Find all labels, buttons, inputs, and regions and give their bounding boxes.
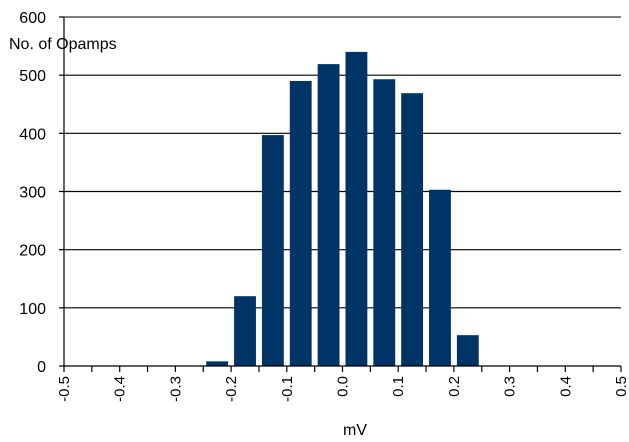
histogram-bar — [234, 296, 256, 366]
x-tick-label: 0.0 — [335, 376, 352, 397]
y-tick-label: 400 — [19, 126, 46, 143]
x-tick-label: 0.4 — [557, 376, 574, 397]
x-tick-label: 0.1 — [390, 376, 407, 397]
histogram-bar — [261, 135, 284, 366]
histogram-bar — [206, 361, 229, 366]
y-tick-label: 500 — [19, 68, 46, 85]
axes — [59, 16, 622, 372]
x-tick-label: -0.2 — [223, 376, 240, 402]
bars — [206, 51, 479, 367]
x-axis-title: mV — [343, 422, 367, 439]
x-tick-label: 0.2 — [446, 376, 463, 397]
histogram-bar — [401, 93, 424, 366]
histogram-bar — [289, 80, 312, 366]
histogram-bar — [429, 189, 451, 366]
y-tick-labels: 0 100 200 300 400 500 600 — [19, 10, 46, 376]
y-tick-label: 200 — [19, 243, 46, 260]
y-tick-label: 300 — [19, 185, 46, 202]
x-tick-label: -0.5 — [56, 376, 73, 402]
y-tick-label: 0 — [37, 359, 46, 376]
x-tick-label: -0.3 — [167, 376, 184, 402]
gridlines — [64, 16, 621, 309]
y-axis-title: No. of Opamps — [9, 36, 117, 53]
x-tick-label: 0.5 — [613, 376, 629, 397]
x-tick-label: -0.1 — [279, 376, 296, 402]
histogram-bar — [456, 335, 479, 366]
x-tick-labels: -0.5 -0.4 -0.3 -0.2 -0.1 0.0 0.1 0.2 0.3 0.4 0.5 — [56, 376, 629, 402]
histogram-bar — [317, 64, 340, 367]
histogram-bar — [345, 51, 368, 367]
y-tick-label: 100 — [19, 301, 46, 318]
histogram-bar — [373, 79, 396, 366]
x-tick-label: 0.3 — [502, 376, 519, 397]
y-tick-label: 600 — [19, 10, 46, 27]
x-tick-label: -0.4 — [112, 376, 129, 402]
